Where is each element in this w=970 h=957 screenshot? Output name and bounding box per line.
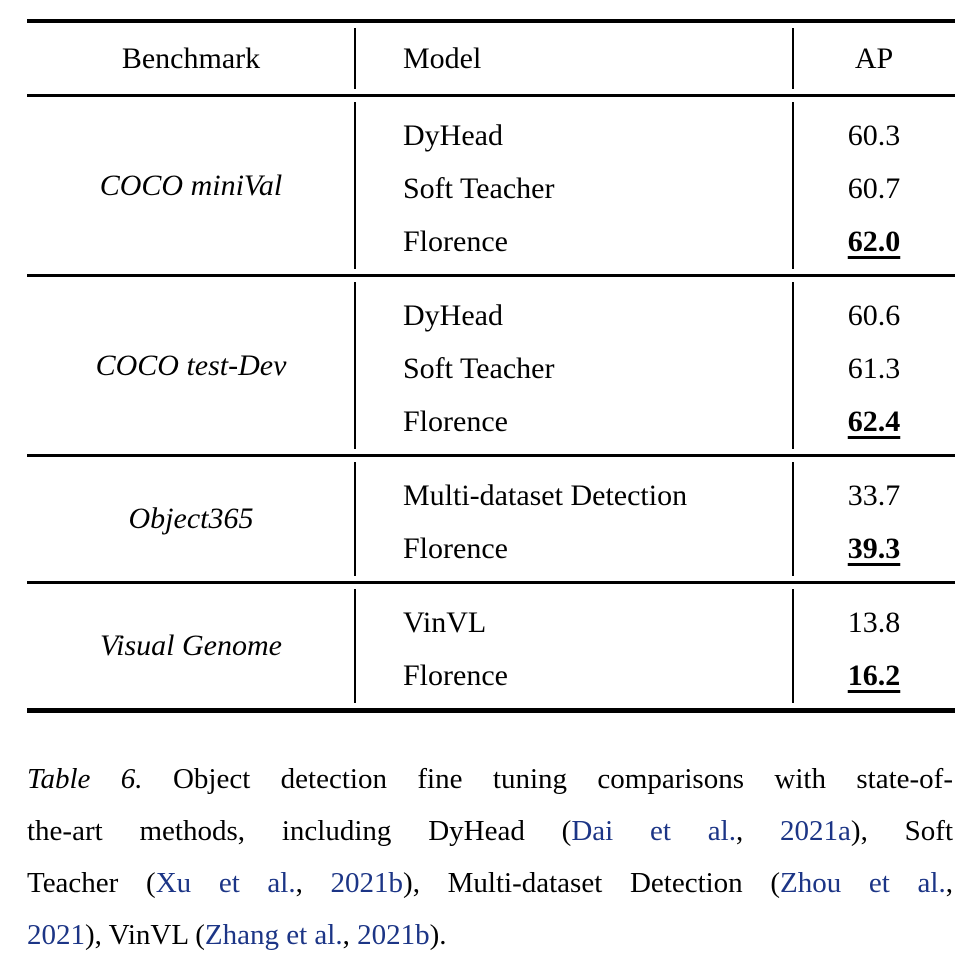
ap-value-best: 62.4 xyxy=(847,404,901,438)
model-name: Multi-dataset Detection xyxy=(403,478,688,512)
table-bottom-rule xyxy=(27,708,955,713)
caption-line: 2021), VinVL (Zhang et al., 2021b). xyxy=(27,909,953,957)
caption-text: , xyxy=(735,815,781,847)
benchmark-cell: Object365 xyxy=(27,457,355,581)
model-cell: VinVL Florence xyxy=(354,584,793,708)
caption-line: the-art methods, including DyHead (Dai e… xyxy=(27,805,953,857)
table-group-coco-testdev: COCO test-Dev DyHead Soft Teacher Floren… xyxy=(27,277,955,454)
table-group-coco-minival: COCO miniVal DyHead Soft Teacher Florenc… xyxy=(27,97,955,274)
table-section-rule xyxy=(27,581,955,584)
header-ap: AP xyxy=(792,23,955,94)
benchmark-label: COCO test-Dev xyxy=(95,348,287,382)
table-group-visual-genome: Visual Genome VinVL Florence 13.8 16.2 xyxy=(27,584,955,708)
table-section-rule xyxy=(27,454,955,457)
citation-link[interactable]: 2021 xyxy=(27,919,85,951)
ap-value-best: 16.2 xyxy=(847,658,901,692)
model-name: DyHead xyxy=(403,118,503,152)
ap-value-best: 62.0 xyxy=(847,224,901,258)
benchmark-label: Object365 xyxy=(128,502,254,535)
citation-link[interactable]: Dai et al. xyxy=(571,815,736,847)
ap-value: 61.3 xyxy=(847,351,901,385)
caption-text: ), Multi-dataset Detection ( xyxy=(403,867,781,899)
model-name: Florence xyxy=(403,531,508,565)
caption-text: the-art methods, including DyHead ( xyxy=(27,815,572,847)
model-name: Soft Teacher xyxy=(403,351,555,385)
citation-link[interactable]: Zhang et al. xyxy=(204,919,343,951)
benchmark-label: Visual Genome xyxy=(100,629,282,662)
ap-cell: 60.3 60.7 62.0 xyxy=(792,97,955,274)
caption-text: Object detection fine tuning comparisons… xyxy=(142,763,953,795)
benchmark-cell: COCO test-Dev xyxy=(27,277,355,454)
table-section-rule xyxy=(27,94,955,97)
table-group-object365: Object365 Multi-dataset Detection Floren… xyxy=(27,457,955,581)
table-top-rule xyxy=(27,19,955,23)
citation-link[interactable]: 2021a xyxy=(780,815,851,847)
model-cell: Multi-dataset Detection Florence xyxy=(354,457,793,581)
results-table: Benchmark Model AP COCO miniVal DyHead S… xyxy=(27,19,955,713)
caption-text: , xyxy=(945,867,953,899)
caption-text: Teacher ( xyxy=(27,867,156,899)
ap-value: 13.8 xyxy=(847,605,901,639)
caption-text: , xyxy=(342,919,358,951)
caption-line: Table 6. Object detection fine tuning co… xyxy=(27,753,953,805)
caption-text: , xyxy=(295,867,331,899)
table-header-row: Benchmark Model AP xyxy=(27,23,955,94)
model-name: Florence xyxy=(403,658,508,692)
model-name: Soft Teacher xyxy=(403,171,555,205)
citation-link[interactable]: Zhou et al. xyxy=(780,867,946,899)
model-name: Florence xyxy=(403,404,508,438)
ap-cell: 60.6 61.3 62.4 xyxy=(792,277,955,454)
benchmark-cell: Visual Genome xyxy=(27,584,355,708)
table-caption: Table 6. Object detection fine tuning co… xyxy=(27,753,953,957)
ap-value: 60.7 xyxy=(847,171,901,205)
benchmark-label: COCO miniVal xyxy=(99,168,283,202)
caption-line: Teacher (Xu et al., 2021b), Multi-datase… xyxy=(27,857,953,909)
ap-value: 60.3 xyxy=(847,118,901,152)
caption-text: ), Soft xyxy=(850,815,953,847)
benchmark-cell: COCO miniVal xyxy=(27,97,355,274)
ap-cell: 33.7 39.3 xyxy=(792,457,955,581)
table-section-rule xyxy=(27,274,955,277)
model-name: Florence xyxy=(403,224,508,258)
ap-value: 60.6 xyxy=(847,298,901,332)
citation-link[interactable]: Xu et al. xyxy=(155,867,296,899)
header-model: Model xyxy=(354,23,793,94)
caption-label: Table 6. xyxy=(27,763,143,795)
model-name: DyHead xyxy=(403,298,503,332)
model-cell: DyHead Soft Teacher Florence xyxy=(354,277,793,454)
caption-text: ), VinVL ( xyxy=(85,919,205,951)
header-benchmark: Benchmark xyxy=(121,41,261,75)
ap-cell: 13.8 16.2 xyxy=(792,584,955,708)
model-cell: DyHead Soft Teacher Florence xyxy=(354,97,793,274)
caption-text: ). xyxy=(429,919,447,951)
ap-value: 33.7 xyxy=(847,478,901,512)
citation-link[interactable]: 2021b xyxy=(330,867,404,899)
citation-link[interactable]: 2021b xyxy=(357,919,430,951)
ap-value-best: 39.3 xyxy=(847,531,901,565)
model-name: VinVL xyxy=(403,605,487,639)
